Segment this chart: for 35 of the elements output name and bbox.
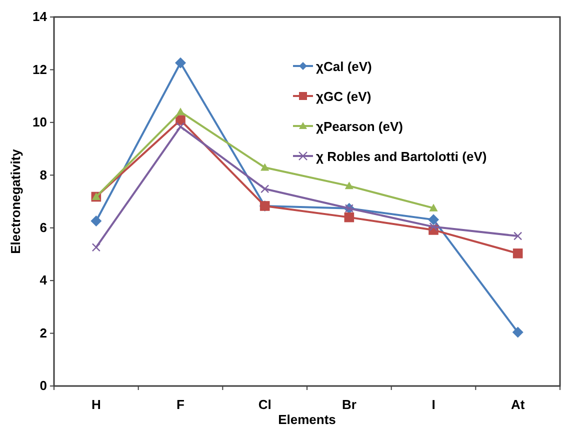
point [512,326,524,338]
y-tick-label: 10 [32,114,47,130]
legend-label: χPearson (eV) [316,119,403,134]
x-tick-label: F [176,397,185,412]
point [428,214,439,226]
point [92,243,100,252]
point [512,248,523,258]
legend-label: χCal (eV) [316,59,372,74]
x-tick-label: I [432,397,436,412]
y-tick-label: 0 [40,378,47,394]
point [429,222,438,232]
y-tick-label: 4 [40,272,48,288]
y-tick-label: 2 [40,325,47,340]
point [176,122,185,131]
point [429,204,438,212]
x-tick-label: Br [342,397,356,412]
point [260,184,270,194]
x-tick-label: At [510,397,526,412]
x-axis-title: Elements [278,412,336,427]
point [175,57,186,68]
x-tick-label: H [91,397,101,412]
point [344,182,354,190]
legend-label: χ Robles and Bartolotti (eV) [316,149,487,164]
point [514,232,522,240]
y-tick-label: 14 [32,9,48,24]
y-tick-label: 12 [32,62,47,77]
y-axis-title: Electronegativity [8,148,23,254]
y-tick-label: 6 [40,220,47,236]
point [176,108,185,116]
point [90,216,102,227]
x-tick-label: Cl [258,397,272,412]
point [344,212,354,222]
legend-label: χGC (eV) [316,89,372,104]
y-tick-label: 8 [40,167,47,182]
point [260,163,270,171]
